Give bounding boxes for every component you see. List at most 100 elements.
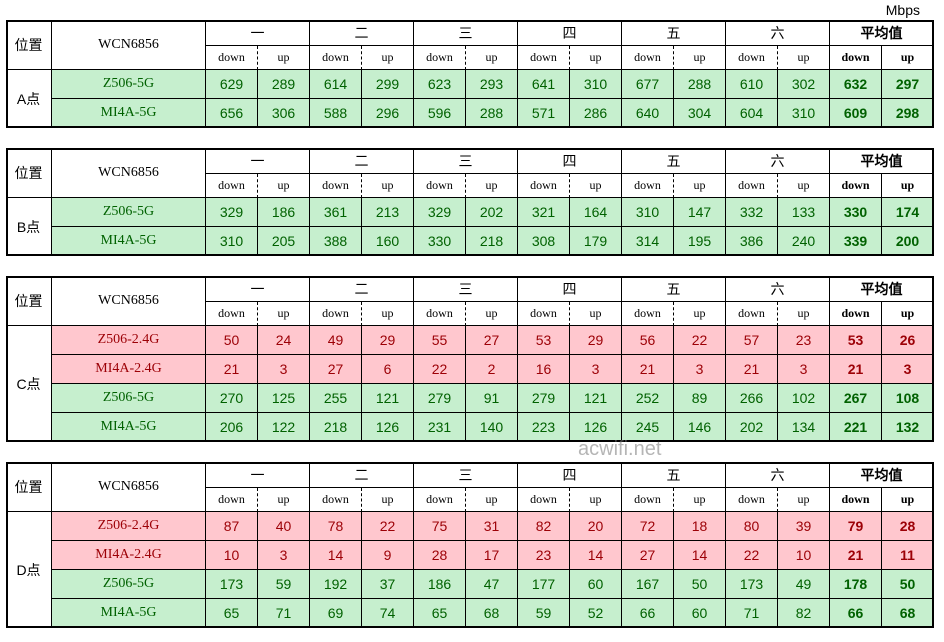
value-cell: 55 [414,326,466,355]
value-cell: 3 [882,355,934,384]
value-cell: 223 [518,413,570,442]
value-cell: 186 [414,570,466,599]
row-label: Z506-5G [52,384,206,413]
day-header: 一 [206,148,310,174]
value-cell: 179 [570,227,622,256]
row-label: MI4A-2.4G [52,541,206,570]
value-cell: 3 [258,355,310,384]
value-cell: 304 [674,99,726,128]
model-header: WCN6856 [52,20,206,70]
day-header: 一 [206,20,310,46]
sub-header: down [206,46,258,70]
sub-header: up [674,46,726,70]
value-cell: 40 [258,512,310,541]
day-header: 六 [726,276,830,302]
value-cell: 186 [258,198,310,227]
value-cell: 297 [882,70,934,99]
sub-header: up [570,174,622,198]
sub-header: up [674,174,726,198]
day-header: 六 [726,462,830,488]
value-cell: 10 [206,541,258,570]
sub-header: down [518,488,570,512]
value-cell: 23 [778,326,830,355]
row-label: Z506-5G [52,70,206,99]
value-cell: 75 [414,512,466,541]
value-cell: 60 [674,599,726,628]
sub-header: down [518,46,570,70]
value-cell: 3 [258,541,310,570]
day-header: 四 [518,462,622,488]
value-cell: 50 [882,570,934,599]
sub-header: down [622,302,674,326]
model-header: WCN6856 [52,462,206,512]
value-cell: 132 [882,413,934,442]
value-cell: 22 [674,326,726,355]
value-cell: 26 [882,326,934,355]
day-header: 五 [622,148,726,174]
sub-header: up [674,488,726,512]
sub-header: down [830,302,882,326]
sub-header: down [726,488,778,512]
value-cell: 146 [674,413,726,442]
sub-header: down [518,302,570,326]
value-cell: 3 [778,355,830,384]
value-cell: 299 [362,70,414,99]
value-cell: 65 [414,599,466,628]
value-cell: 29 [570,326,622,355]
value-cell: 609 [830,99,882,128]
sub-header: down [310,46,362,70]
sub-header: up [882,46,934,70]
value-cell: 288 [674,70,726,99]
row-label: Z506-5G [52,198,206,227]
value-cell: 24 [258,326,310,355]
location-label: C点 [6,326,52,442]
corner-header: 位置 [6,462,52,512]
value-cell: 571 [518,99,570,128]
value-cell: 656 [206,99,258,128]
day-header: 三 [414,20,518,46]
value-cell: 361 [310,198,362,227]
unit: Mbps [885,2,920,18]
value-cell: 21 [830,541,882,570]
value-cell: 388 [310,227,362,256]
value-cell: 6 [362,355,414,384]
sub-header: down [310,174,362,198]
row-label: MI4A-5G [52,227,206,256]
sub-header: down [206,174,258,198]
avg-header: 平均值 [830,276,934,302]
corner-header: 位置 [6,276,52,326]
avg-header: 平均值 [830,20,934,46]
value-cell: 205 [258,227,310,256]
value-cell: 279 [414,384,466,413]
corner-header: 位置 [6,148,52,198]
value-cell: 21 [206,355,258,384]
value-cell: 270 [206,384,258,413]
value-cell: 82 [778,599,830,628]
value-cell: 66 [622,599,674,628]
value-cell: 133 [778,198,830,227]
value-cell: 27 [310,355,362,384]
value-cell: 57 [726,326,778,355]
day-header: 一 [206,276,310,302]
value-cell: 213 [362,198,414,227]
value-cell: 200 [882,227,934,256]
value-cell: 121 [362,384,414,413]
value-cell: 9 [362,541,414,570]
avg-header: 平均值 [830,148,934,174]
value-cell: 177 [518,570,570,599]
sub-header: up [466,174,518,198]
sub-header: up [570,488,622,512]
value-cell: 22 [414,355,466,384]
value-cell: 72 [622,512,674,541]
day-header: 三 [414,148,518,174]
value-cell: 314 [622,227,674,256]
value-cell: 53 [830,326,882,355]
value-cell: 74 [362,599,414,628]
value-cell: 308 [518,227,570,256]
value-cell: 206 [206,413,258,442]
sub-header: down [414,302,466,326]
value-cell: 56 [622,326,674,355]
value-cell: 160 [362,227,414,256]
sub-header: down [310,302,362,326]
value-cell: 71 [258,599,310,628]
